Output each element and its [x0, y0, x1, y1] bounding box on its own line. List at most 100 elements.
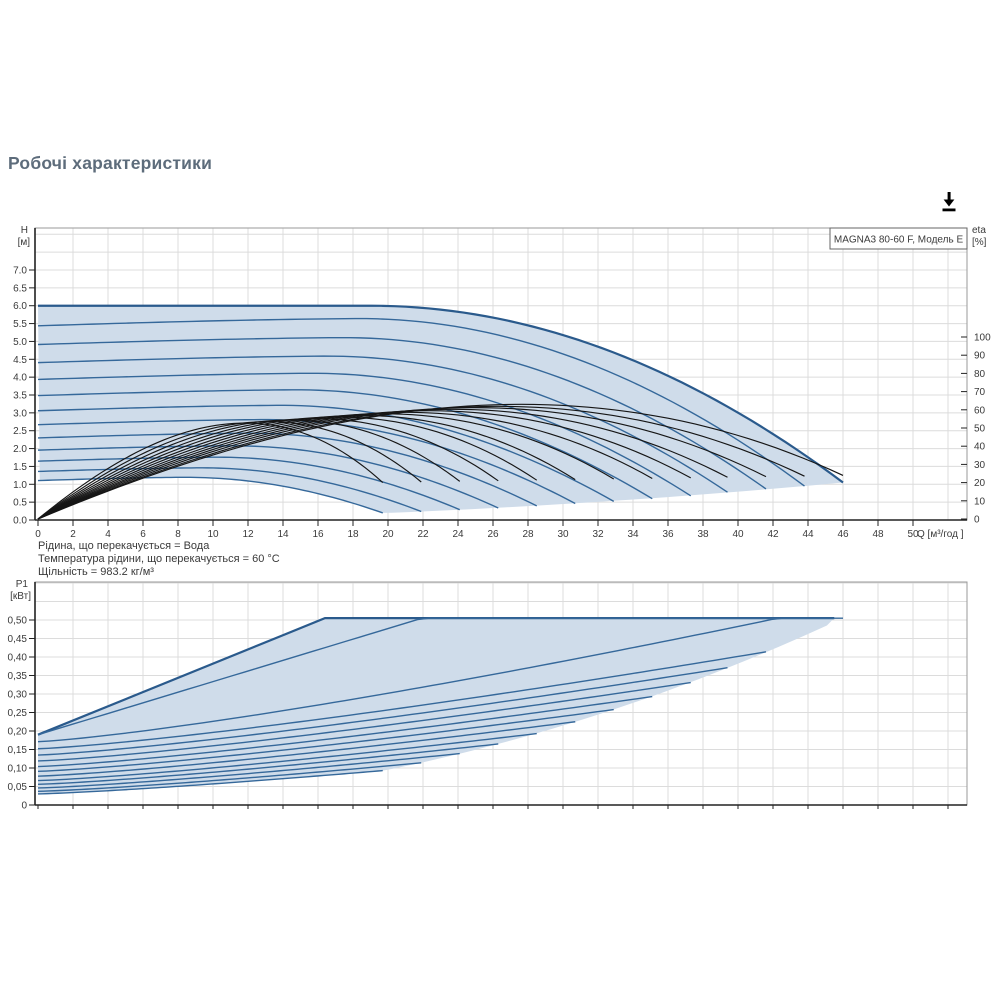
pump-curve [37, 355, 728, 493]
q-tick-label: 32 [592, 529, 604, 540]
p-tick-label: 0,45 [8, 634, 28, 645]
h-tick-label: 6.0 [13, 301, 27, 312]
p1-axis-name: P1 [16, 579, 29, 590]
q-tick-label: 44 [802, 529, 814, 540]
pump-curve [37, 445, 499, 509]
h-tick-label: 1.5 [13, 462, 27, 473]
p-tick-label: 0,10 [8, 764, 28, 775]
p-tick-label: 0,30 [8, 690, 28, 701]
power-curve [37, 743, 499, 785]
power-curve [37, 752, 460, 789]
h-tick-label: 5.0 [13, 337, 27, 348]
download-button[interactable] [936, 189, 962, 215]
eta-tick-label: 70 [974, 387, 986, 398]
model-label-text: MAGNA3 80-60 F, Модель E [834, 235, 964, 246]
q-tick-label: 22 [417, 529, 429, 540]
hq-performance-chart: 7.0 6.5 6.0 5.5 5.0 4.5 4.0 3.5 3.0 2.5 2.0 1.5 1.0 0… [13, 225, 991, 540]
q-tick-label: 2 [70, 529, 76, 540]
h-tick-label: 4.5 [13, 355, 27, 366]
q-tick-label: 28 [522, 529, 534, 540]
power-curve [37, 681, 691, 762]
page-title: Робочі характеристики [8, 153, 213, 173]
q-tick-label: 26 [487, 529, 499, 540]
h-tick-label: 0.0 [13, 516, 27, 527]
q-tick-label: 18 [347, 529, 359, 540]
h-tick-label: 1.0 [13, 480, 27, 491]
power-curve [37, 732, 537, 782]
q-tick-label: 30 [557, 529, 569, 540]
download-icon [942, 192, 956, 212]
eta-tick-label: 90 [974, 351, 986, 362]
pump-curve [37, 467, 422, 513]
eta-axis-unit: [%] [972, 237, 987, 248]
eta-tick-label: 50 [974, 424, 986, 435]
q-tick-label: 6 [140, 529, 146, 540]
p-tick-label: 0 [21, 801, 27, 812]
eta-tick-label: 100 [974, 333, 991, 344]
pump-curve [37, 476, 383, 514]
eta-tick-label: 80 [974, 369, 986, 380]
p-tick-label: 0,05 [8, 782, 28, 793]
q-tick-label: 46 [837, 529, 849, 540]
q-tick-label: 14 [277, 529, 289, 540]
power-curve [37, 651, 767, 750]
q-tick-label: 40 [732, 529, 744, 540]
q-tick-label: 10 [207, 529, 219, 540]
note-temperature: Температура рідини, що перекачується = 6… [38, 553, 280, 565]
eta-curves [37, 403, 844, 520]
h-axis-name: H [21, 225, 28, 236]
eta-tick-label: 30 [974, 460, 986, 471]
h-tick-label: 7.0 [13, 266, 27, 277]
power-curve [37, 667, 728, 756]
q-tick-label: 50 [907, 529, 919, 540]
pump-curve [38, 304, 844, 484]
eta-curve [37, 422, 384, 520]
h-axis-unit: [м] [18, 237, 31, 248]
chart-notes: Рідина, що перекачується = Вода Температ… [38, 540, 280, 579]
q-tick-label: 8 [175, 529, 181, 540]
power-curve [37, 708, 614, 773]
power-curve [37, 695, 653, 768]
power-curve [37, 617, 805, 743]
pump-curve [37, 389, 653, 500]
h-tick-label: 2.0 [13, 444, 27, 455]
p1-axis-unit: [кВт] [10, 591, 31, 602]
h-tick-label: 6.5 [13, 283, 27, 294]
p-tick-label: 0,15 [8, 745, 28, 756]
eta-tick-label: 40 [974, 442, 986, 453]
h-tick-label: 0.5 [13, 498, 27, 509]
pump-curve [37, 336, 767, 490]
q-tick-label: 42 [767, 529, 779, 540]
eta-axis-name: eta [972, 225, 986, 236]
pump-curve [37, 317, 805, 487]
power-curves [37, 617, 843, 795]
q-tick-label: 4 [105, 529, 111, 540]
eta-curve [37, 421, 422, 520]
eta-tick-label: 10 [974, 496, 986, 507]
h-tick-label: 5.5 [13, 319, 27, 330]
q-tick-label: 34 [627, 529, 639, 540]
q-tick-label: 20 [382, 529, 394, 540]
eta-tick-label: 0 [974, 515, 980, 526]
power-curve [37, 617, 843, 736]
q-tick-label: 48 [872, 529, 884, 540]
q-tick-label: 12 [242, 529, 254, 540]
q-tick-label: 0 [35, 529, 41, 540]
h-tick-label: 4.0 [13, 373, 27, 384]
q-tick-label: 16 [312, 529, 324, 540]
note-fluid: Рідина, що перекачується = Вода [38, 540, 210, 552]
pump-curve [37, 404, 615, 503]
eta-tick-label: 20 [974, 478, 986, 489]
q-tick-label: 38 [697, 529, 709, 540]
p-tick-label: 0,20 [8, 727, 28, 738]
power-curve [37, 762, 422, 793]
model-label-box [829, 227, 968, 250]
p-tick-label: 0,35 [8, 671, 28, 682]
q-tick-label: 36 [662, 529, 674, 540]
power-curve [37, 769, 383, 795]
p1-power-chart: 0,50 0,45 0,40 0,35 0,30 0,25 0,20 0,15 0,10 0,05… [8, 579, 968, 812]
q-tick-label: 24 [452, 529, 464, 540]
pump-curve [37, 456, 461, 511]
h-tick-label: 2.5 [13, 426, 27, 437]
